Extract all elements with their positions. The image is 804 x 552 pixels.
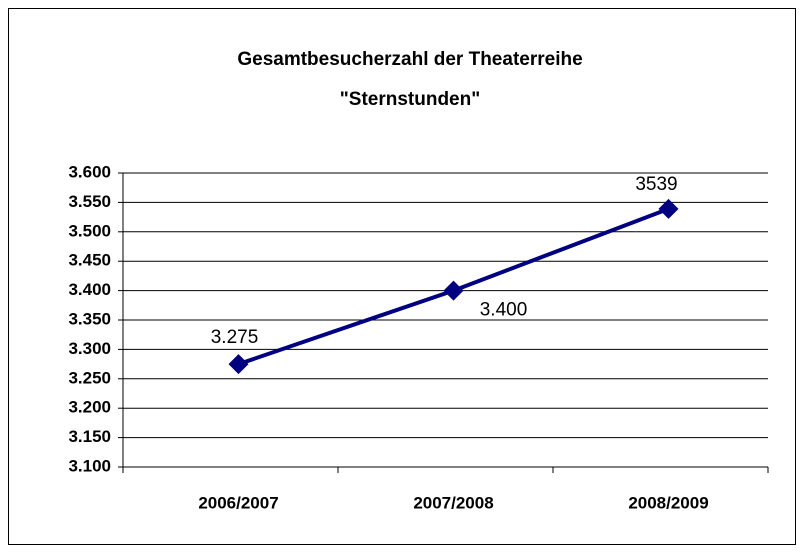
y-tick-label: 3.250 bbox=[68, 368, 111, 387]
y-tick-label: 3.500 bbox=[68, 221, 111, 240]
y-tick-label: 3.300 bbox=[68, 339, 111, 358]
data-label: 3539 bbox=[635, 174, 677, 195]
data-point bbox=[443, 280, 464, 301]
data-label: 3.400 bbox=[480, 300, 528, 321]
data-label: 3.275 bbox=[211, 327, 259, 348]
chart-title: Gesamtbesucherzahl der Theaterreihe bbox=[237, 49, 582, 70]
y-tick-label: 3.600 bbox=[68, 162, 111, 181]
data-point bbox=[228, 354, 249, 375]
y-tick-label: 3.450 bbox=[68, 251, 111, 270]
y-tick-label: 3.400 bbox=[68, 280, 111, 299]
x-tick-label: 2006/2007 bbox=[198, 493, 278, 512]
x-tick-label: 2007/2008 bbox=[413, 493, 493, 512]
y-tick-label: 3.100 bbox=[68, 456, 111, 475]
y-tick-label: 3.350 bbox=[68, 309, 111, 328]
data-point bbox=[658, 198, 679, 219]
chart-border bbox=[8, 8, 796, 545]
y-tick-label: 3.550 bbox=[68, 192, 111, 211]
y-tick-label: 3.150 bbox=[68, 427, 111, 446]
y-tick-label: 3.200 bbox=[68, 398, 111, 417]
chart-title: "Sternstunden" bbox=[340, 89, 480, 110]
x-tick-label: 2008/2009 bbox=[628, 493, 708, 512]
